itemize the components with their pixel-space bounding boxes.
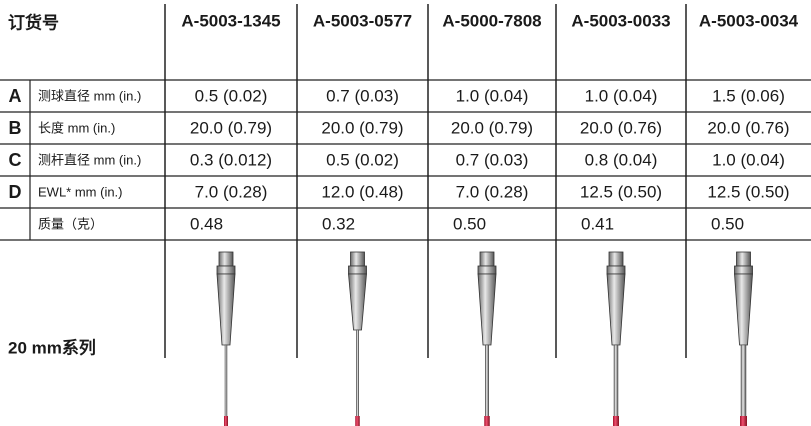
column-header: A-5003-0034 bbox=[699, 11, 799, 30]
cell-value: 1.5 (0.06) bbox=[712, 86, 785, 105]
cell-value: 7.0 (0.28) bbox=[456, 182, 529, 201]
stylus-thread bbox=[737, 252, 751, 266]
row-label: EWL* mm (in.) bbox=[38, 184, 123, 199]
row-letter: A bbox=[9, 86, 22, 106]
stylus-collar bbox=[735, 266, 753, 274]
row-label: 长度 mm (in.) bbox=[38, 120, 115, 135]
cell-value: 1.0 (0.04) bbox=[456, 86, 529, 105]
cell-value: 1.0 (0.04) bbox=[585, 86, 658, 105]
stylus-body bbox=[349, 274, 367, 330]
cell-value: 12.0 (0.48) bbox=[321, 182, 403, 201]
cell-value: 0.8 (0.04) bbox=[585, 150, 658, 169]
stylus-tip bbox=[224, 416, 228, 426]
stylus-illustration bbox=[735, 252, 753, 426]
stylus-tip bbox=[355, 416, 360, 426]
cell-value: 0.7 (0.03) bbox=[456, 150, 529, 169]
stylus-body bbox=[607, 274, 625, 345]
cell-value: 0.48 bbox=[190, 214, 223, 233]
row-label: 测球直径 mm (in.) bbox=[38, 88, 141, 103]
stylus-body bbox=[478, 274, 496, 345]
cell-value: 1.0 (0.04) bbox=[712, 150, 785, 169]
stylus-illustration bbox=[478, 252, 496, 426]
column-header: A-5003-0577 bbox=[313, 11, 412, 30]
row-letter: D bbox=[9, 182, 22, 202]
cell-value: 20.0 (0.79) bbox=[321, 118, 403, 137]
row-letter: C bbox=[9, 150, 22, 170]
stylus-stem bbox=[356, 330, 359, 426]
cell-value: 0.7 (0.03) bbox=[326, 86, 399, 105]
stylus-thread bbox=[609, 252, 623, 266]
cell-value: 12.5 (0.50) bbox=[707, 182, 789, 201]
series-label: 20 mm系列 bbox=[8, 337, 96, 357]
row-label: 质量（克） bbox=[38, 216, 103, 231]
stylus-collar bbox=[349, 266, 367, 274]
stylus-tip bbox=[613, 416, 619, 426]
column-header: A-5000-7808 bbox=[442, 11, 541, 30]
cell-value: 0.5 (0.02) bbox=[326, 150, 399, 169]
cell-value: 0.3 (0.012) bbox=[190, 150, 272, 169]
row-label: 测杆直径 mm (in.) bbox=[38, 152, 141, 167]
stylus-illustration bbox=[607, 252, 625, 426]
stylus-collar bbox=[478, 266, 496, 274]
cell-value: 0.41 bbox=[581, 214, 614, 233]
cell-value: 20.0 (0.76) bbox=[707, 118, 789, 137]
cell-value: 7.0 (0.28) bbox=[195, 182, 268, 201]
column-header: A-5003-0033 bbox=[571, 11, 670, 30]
stylus-collar bbox=[607, 266, 625, 274]
stylus-stem bbox=[225, 345, 227, 426]
stylus-stem bbox=[485, 345, 489, 426]
cell-value: 0.50 bbox=[453, 214, 486, 233]
stylus-body bbox=[735, 274, 753, 345]
cell-value: 20.0 (0.79) bbox=[451, 118, 533, 137]
stylus-stem bbox=[614, 345, 618, 426]
header-title: 订货号 bbox=[8, 12, 59, 32]
cell-value: 20.0 (0.79) bbox=[190, 118, 272, 137]
page: 订货号 A-5003-1345 A-5003-0577 A-5000-7808 A-50… bbox=[0, 0, 811, 426]
stylus-collar bbox=[217, 266, 235, 274]
product-table: 订货号 A-5003-1345 A-5003-0577 A-5000-7808 A-50… bbox=[0, 0, 811, 426]
stylus-thread bbox=[480, 252, 494, 266]
column-header: A-5003-1345 bbox=[181, 11, 280, 30]
stylus-illustration bbox=[349, 252, 367, 426]
stylus-illustration bbox=[217, 252, 235, 426]
cell-value: 12.5 (0.50) bbox=[580, 182, 662, 201]
cell-value: 0.50 bbox=[711, 214, 744, 233]
stylus-thread bbox=[351, 252, 365, 266]
cell-value: 0.5 (0.02) bbox=[195, 86, 268, 105]
stylus-tip bbox=[740, 416, 747, 426]
stylus-tip bbox=[484, 416, 490, 426]
stylus-thread bbox=[219, 252, 233, 266]
cell-value: 0.32 bbox=[322, 214, 355, 233]
row-letter: B bbox=[9, 118, 22, 138]
stylus-body bbox=[217, 274, 235, 345]
cell-value: 20.0 (0.76) bbox=[580, 118, 662, 137]
stylus-stem bbox=[741, 345, 746, 426]
